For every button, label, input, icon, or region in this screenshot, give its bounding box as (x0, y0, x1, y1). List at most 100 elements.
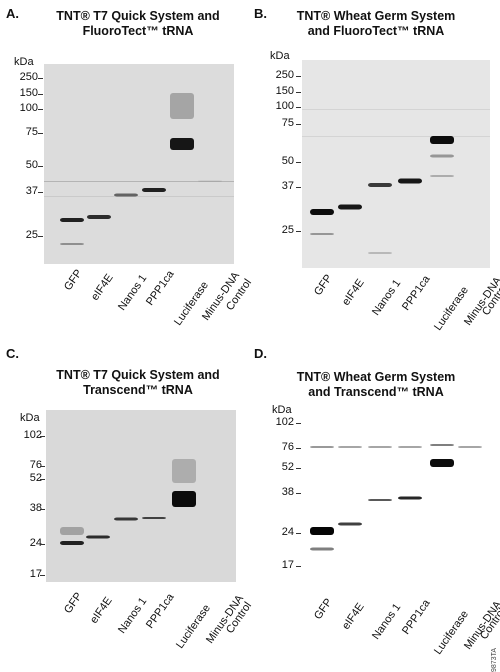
lane-label: Nanos 1 (370, 601, 404, 642)
gel-band (430, 136, 454, 144)
lane-label: GFP (62, 590, 85, 616)
gel-band (310, 209, 334, 215)
kda-label: kDa (20, 412, 40, 424)
gel-band (60, 541, 84, 545)
mw-marker-tick (296, 533, 301, 534)
mw-marker-label: 24 (281, 526, 294, 538)
panel-c: C. TNT® T7 Quick System and Transcend™ t… (6, 346, 254, 666)
gel-band (398, 178, 422, 184)
mw-marker-label: 100 (19, 102, 38, 114)
mw-marker-tick (296, 76, 301, 77)
gel-band (114, 517, 138, 521)
mw-marker-tick (38, 192, 43, 193)
kda-label: kDa (270, 50, 290, 62)
mw-marker-label: 37 (281, 180, 294, 192)
gel-band (310, 547, 334, 551)
gel-background (302, 60, 490, 268)
panel-title: TNT® T7 Quick System and Transcend™ tRNA (56, 368, 220, 397)
mw-marker-tick (296, 566, 301, 567)
mw-marker-label: 50 (25, 159, 38, 171)
mw-marker-label: 52 (29, 472, 42, 484)
mw-marker-label: 76 (281, 441, 294, 453)
lane-label: PPP1ca (144, 591, 177, 631)
mw-marker-label: 52 (281, 461, 294, 473)
catalog-number: 9873TA (491, 648, 498, 672)
mw-marker-label: 38 (29, 502, 42, 514)
mw-marker-tick (296, 92, 301, 93)
mw-marker-label: 17 (29, 568, 42, 580)
panel-b: B. TNT® Wheat Germ System and FluoroTect… (254, 6, 500, 333)
lane-label: eIF4E (340, 276, 367, 308)
mw-marker-label: 25 (25, 229, 38, 241)
mw-marker-tick (296, 468, 301, 469)
gel-svg-b (302, 60, 490, 268)
lane-label: Luciferase (174, 602, 213, 651)
panel-letter: D. (254, 346, 267, 361)
gel-band (60, 527, 84, 535)
gel-background (46, 410, 236, 582)
mw-marker-tick (296, 231, 301, 232)
panel-title: TNT® Wheat Germ System and FluoroTect™ t… (296, 9, 456, 38)
mw-marker-label: 75 (281, 117, 294, 129)
panel-d: D. TNT® Wheat Germ System and Transcend™… (254, 346, 500, 666)
gel-image (302, 60, 490, 268)
gel-band (60, 243, 84, 245)
mw-marker-label: 102 (275, 416, 294, 428)
mw-marker-label: 24 (29, 537, 42, 549)
gel-smear (302, 109, 490, 110)
gel-smear (44, 196, 234, 197)
lane-label: eIF4E (89, 271, 116, 303)
mw-marker-tick (38, 109, 43, 110)
gel-svg-a (44, 64, 234, 264)
gel-band (142, 188, 166, 192)
gel-band (310, 527, 334, 535)
lane-label: Luciferase (172, 279, 211, 328)
mw-marker-tick (40, 509, 45, 510)
mw-marker-tick (38, 166, 43, 167)
gel-band (430, 154, 454, 158)
gel-image (302, 420, 488, 584)
mw-marker-tick (38, 133, 43, 134)
gel-band (87, 215, 111, 219)
mw-marker-tick (38, 94, 43, 95)
mw-marker-label: 17 (281, 559, 294, 571)
mw-marker-tick (40, 544, 45, 545)
lane-label: Nanos 1 (370, 277, 404, 318)
mw-marker-tick (296, 493, 301, 494)
gel-band (198, 180, 222, 182)
mw-marker-tick (296, 187, 301, 188)
mw-marker-label: 38 (281, 486, 294, 498)
gel-band (310, 233, 334, 235)
panel-letter: B. (254, 6, 267, 21)
gel-band (170, 138, 194, 150)
gel-svg-c (46, 410, 236, 582)
panel-a: A. TNT® T7 Quick System and FluoroTect™ … (6, 6, 254, 328)
gel-band (172, 491, 196, 507)
lane-label: eIF4E (340, 600, 367, 632)
lane-label: PPP1ca (400, 273, 433, 313)
mw-marker-label: 102 (23, 429, 42, 441)
gel-svg-d (302, 420, 488, 584)
mw-marker-tick (296, 423, 301, 424)
gel-background (302, 420, 488, 584)
mw-marker-label: 37 (25, 185, 38, 197)
gel-band (338, 204, 362, 210)
mw-marker-tick (296, 124, 301, 125)
gel-band (368, 252, 392, 254)
lane-label: Luciferase (432, 284, 471, 333)
panel-title: TNT® Wheat Germ System and Transcend™ tR… (296, 370, 456, 399)
lane-label: eIF4E (88, 594, 115, 626)
panel-letter: A. (6, 6, 19, 21)
lane-label: GFP (312, 272, 335, 298)
mw-marker-label: 50 (281, 155, 294, 167)
lane-label: PPP1ca (144, 268, 177, 308)
gel-smear (302, 136, 490, 137)
lane-label: Nanos 1 (116, 595, 150, 636)
gel-band (430, 444, 454, 446)
mw-marker-tick (296, 162, 301, 163)
mw-marker-tick (38, 236, 43, 237)
mw-marker-label: 250 (275, 69, 294, 81)
gel-band (170, 93, 194, 119)
gel-band (368, 446, 392, 448)
gel-band (338, 446, 362, 448)
